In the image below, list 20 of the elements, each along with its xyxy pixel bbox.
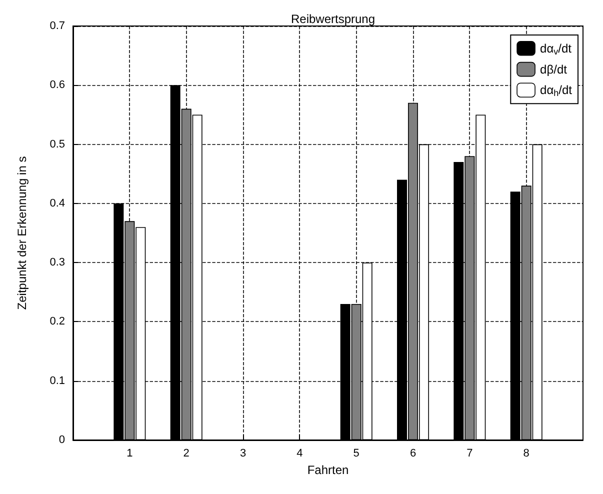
y-tick-label: 0.3: [50, 256, 65, 269]
legend-label: dβ/dt: [540, 62, 568, 76]
x-tick-label: 7: [466, 448, 473, 460]
y-axis-title: Zeitpunkt der Erkennung in s: [15, 156, 29, 310]
x-tick-label: 1: [126, 448, 133, 460]
y-tick-label: 0.2: [50, 316, 65, 328]
y-tick-label: 0.6: [50, 79, 65, 92]
x-tick-label: 5: [353, 448, 360, 460]
chart-title: Reibwertsprung: [290, 12, 376, 26]
x-axis-title: Fahrten: [307, 463, 349, 477]
x-tick-label: 6: [410, 448, 416, 460]
y-tick-label: 0.5: [50, 138, 65, 150]
x-tick-label: 4: [296, 448, 303, 460]
x-tick-label: 3: [240, 448, 246, 460]
y-tick-label: 0.4: [50, 197, 65, 210]
y-tick-label: 0: [58, 434, 65, 446]
y-tick-label: 0.7: [50, 20, 65, 32]
y-tick-label: 0.1: [50, 374, 65, 387]
x-tick-label: 2: [183, 448, 190, 460]
x-tick-label: 8: [523, 448, 530, 460]
